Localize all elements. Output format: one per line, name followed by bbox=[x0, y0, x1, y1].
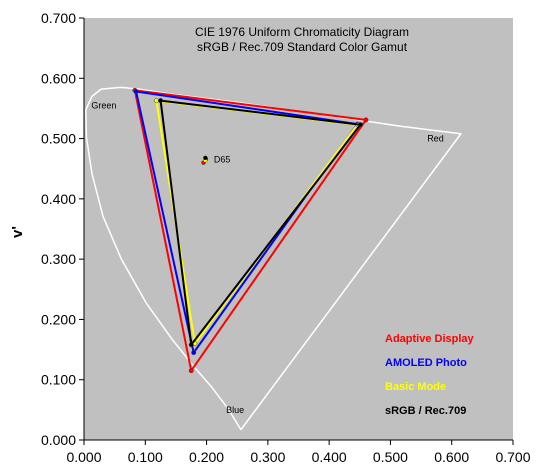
legend-item-3: sRGB / Rec.709 bbox=[385, 405, 466, 417]
x-tick-label: 0.600 bbox=[434, 449, 469, 465]
x-tick-label: 0.000 bbox=[66, 449, 101, 465]
white-point bbox=[203, 155, 208, 161]
primary-point-2 bbox=[188, 368, 194, 374]
legend-item-1: AMOLED Photo bbox=[385, 357, 467, 369]
y-tick-label: 0.000 bbox=[41, 432, 76, 448]
legend-item-0: Adaptive Display bbox=[385, 333, 475, 345]
plot-area bbox=[84, 18, 513, 440]
series-3 bbox=[158, 98, 363, 348]
primary-point-0 bbox=[363, 117, 369, 123]
x-tick-label: 0.300 bbox=[250, 449, 285, 465]
legend: Adaptive Display AMOLED Photo Basic Mode sR… bbox=[385, 333, 475, 417]
chart-title-line-0: CIE 1976 Uniform Chromaticity Diagram bbox=[195, 25, 409, 39]
y-tick-label: 0.100 bbox=[41, 372, 76, 388]
x-tick-label: 0.700 bbox=[495, 449, 530, 465]
primary-point-1 bbox=[133, 89, 139, 94]
x-tick-label: 0.200 bbox=[189, 449, 224, 465]
primary-point-0 bbox=[357, 122, 363, 128]
legend-item-2: Basic Mode bbox=[385, 381, 446, 393]
x-tick-label: 0.400 bbox=[312, 449, 347, 465]
y-axis-label: v' bbox=[9, 226, 26, 238]
primary-point-1 bbox=[153, 98, 159, 104]
primary-point-2 bbox=[191, 350, 197, 356]
y-tick-label: 0.500 bbox=[41, 131, 76, 147]
y-tick-label: 0.700 bbox=[41, 10, 76, 26]
y-tick-label: 0.200 bbox=[41, 311, 76, 327]
primary-point-1 bbox=[158, 98, 164, 104]
white-point-label: D65 bbox=[214, 155, 231, 165]
gamut-triangle bbox=[134, 90, 360, 355]
y-tick-label: 0.400 bbox=[41, 191, 76, 207]
gamut-triangle bbox=[133, 89, 368, 374]
chart-title-line-1: sRGB / Rec.709 Standard Color Gamut bbox=[197, 40, 408, 54]
region-label-red: Red bbox=[427, 134, 444, 144]
x-tick-label: 0.100 bbox=[128, 449, 163, 465]
y-tick-label: 0.600 bbox=[41, 70, 76, 86]
gamut-triangle bbox=[159, 99, 363, 348]
y-tick-label: 0.300 bbox=[41, 251, 76, 267]
region-label-green: Green bbox=[91, 100, 116, 110]
x-tick-label: 0.500 bbox=[373, 449, 408, 465]
region-label-blue: Blue bbox=[226, 405, 244, 415]
primary-point-2 bbox=[188, 342, 194, 348]
